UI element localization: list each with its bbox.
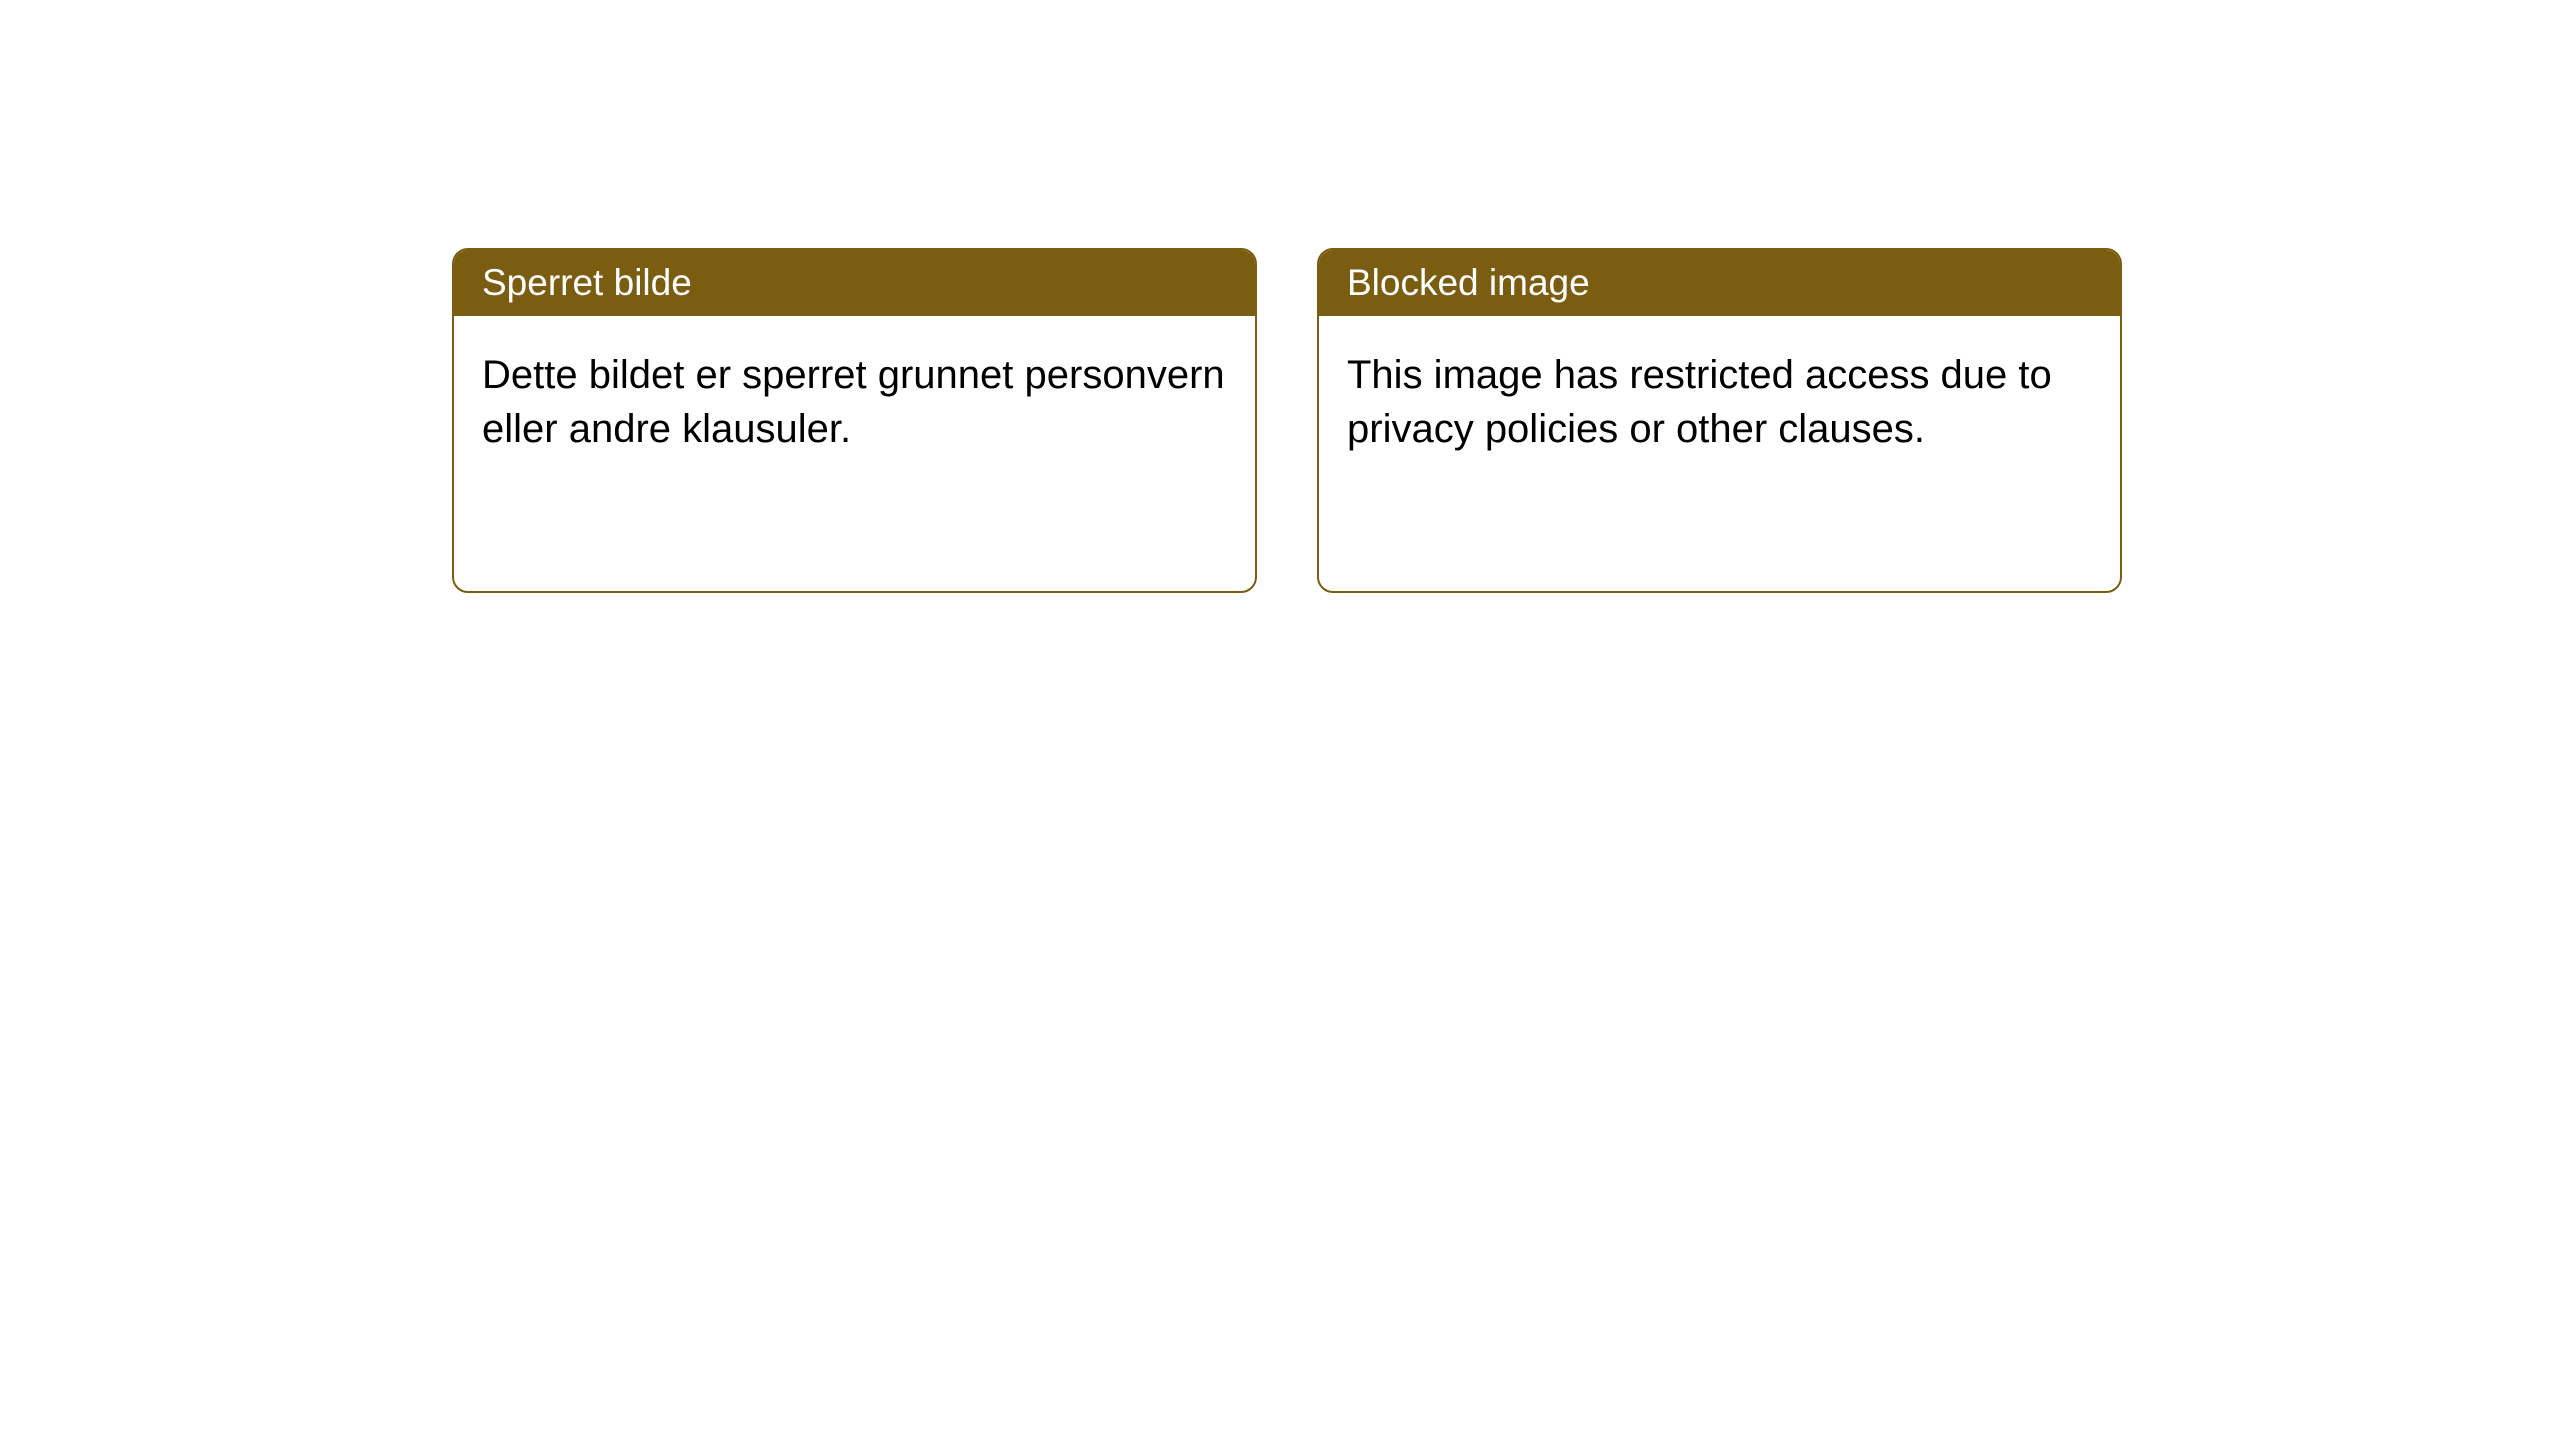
notice-container: Sperret bilde Dette bildet er sperret gr… — [452, 248, 2122, 593]
notice-card-norwegian: Sperret bilde Dette bildet er sperret gr… — [452, 248, 1257, 593]
notice-card-english: Blocked image This image has restricted … — [1317, 248, 2122, 593]
notice-title: Sperret bilde — [454, 250, 1255, 316]
notice-body: Dette bildet er sperret grunnet personve… — [454, 316, 1255, 591]
notice-title: Blocked image — [1319, 250, 2120, 316]
notice-body: This image has restricted access due to … — [1319, 316, 2120, 591]
